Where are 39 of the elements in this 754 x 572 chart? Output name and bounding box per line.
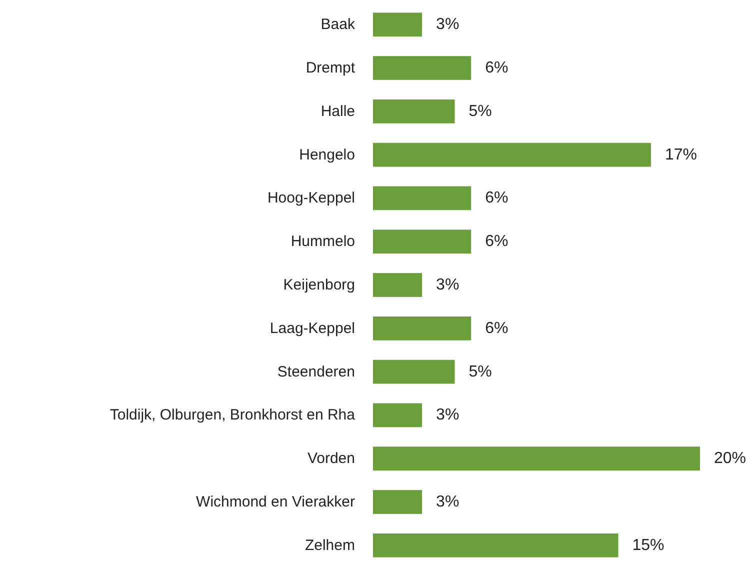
data-label: 5% xyxy=(468,363,492,380)
y-tick-label: Wichmond en Vierakker xyxy=(196,493,355,510)
bar xyxy=(373,446,700,471)
data-label: 6% xyxy=(485,233,508,250)
data-label: 15% xyxy=(632,536,664,554)
y-tick-label: Hoog-Keppel xyxy=(267,190,355,207)
y-tick-label: Keijenborg xyxy=(283,276,355,294)
y-tick-label: Vorden xyxy=(307,450,355,468)
bar xyxy=(373,186,472,210)
bar xyxy=(373,403,422,428)
bar xyxy=(373,316,472,340)
data-label: 5% xyxy=(468,102,492,120)
data-label: 6% xyxy=(485,320,508,337)
bar xyxy=(373,490,422,514)
bar xyxy=(373,56,472,80)
bar xyxy=(373,533,618,558)
bar xyxy=(373,360,455,384)
bar xyxy=(373,99,455,124)
data-label: 3% xyxy=(436,493,460,510)
bar xyxy=(373,273,422,297)
data-label: 6% xyxy=(485,60,508,77)
y-tick-label: Hengelo xyxy=(299,146,355,164)
y-tick-label: Baak xyxy=(320,16,356,34)
data-label: 3% xyxy=(436,276,460,294)
bar xyxy=(373,230,472,254)
y-tick-label: Toldijk, Olburgen, Bronkhorst en Rha xyxy=(110,406,356,424)
data-label: 6% xyxy=(485,190,508,207)
y-tick-label: Zelhem xyxy=(304,536,355,554)
data-label: 17% xyxy=(664,146,697,164)
data-label: 20% xyxy=(714,450,746,468)
bar xyxy=(373,142,651,167)
y-tick-label: Steenderen xyxy=(277,363,355,380)
y-tick-label: Laag-Keppel xyxy=(270,320,355,337)
y-tick-label: Hummelo xyxy=(290,233,355,250)
y-tick-label: Drempt xyxy=(306,60,356,77)
y-tick-label: Halle xyxy=(320,102,355,120)
data-label: 3% xyxy=(436,16,460,34)
data-label: 3% xyxy=(436,406,460,424)
bar xyxy=(373,12,422,37)
